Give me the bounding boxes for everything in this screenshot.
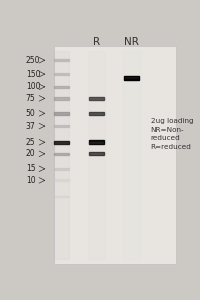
Bar: [89, 97, 104, 100]
Bar: [54, 179, 69, 182]
Bar: [54, 112, 69, 115]
Bar: [123, 51, 140, 259]
Text: 20: 20: [26, 149, 35, 158]
Text: 10: 10: [26, 176, 35, 185]
Bar: [89, 152, 104, 155]
Bar: [124, 76, 139, 80]
Bar: [54, 196, 69, 197]
Text: NR: NR: [124, 38, 139, 47]
Text: 100: 100: [26, 82, 40, 91]
Text: 250: 250: [26, 56, 40, 65]
Bar: [54, 86, 69, 88]
Text: 15: 15: [26, 164, 35, 173]
Text: 150: 150: [26, 70, 40, 79]
Bar: [54, 141, 69, 144]
Bar: [125, 77, 138, 78]
Bar: [54, 125, 69, 127]
Bar: [88, 51, 105, 259]
Bar: [89, 112, 104, 115]
Bar: [89, 140, 104, 144]
Bar: [54, 59, 69, 61]
Bar: [89, 98, 103, 99]
Bar: [54, 97, 69, 100]
Bar: [89, 142, 103, 143]
Text: 2ug loading
NR=Non-
reduced
R=reduced: 2ug loading NR=Non- reduced R=reduced: [151, 118, 193, 150]
Bar: [54, 73, 69, 75]
Bar: [54, 46, 176, 263]
Text: 25: 25: [26, 138, 35, 147]
Bar: [89, 113, 103, 114]
Text: 50: 50: [26, 109, 36, 118]
Text: 75: 75: [26, 94, 36, 103]
Text: R: R: [93, 38, 100, 47]
Bar: [54, 168, 69, 170]
Bar: [54, 153, 69, 155]
Bar: [89, 153, 103, 154]
Text: 37: 37: [26, 122, 36, 130]
Bar: [54, 51, 69, 259]
